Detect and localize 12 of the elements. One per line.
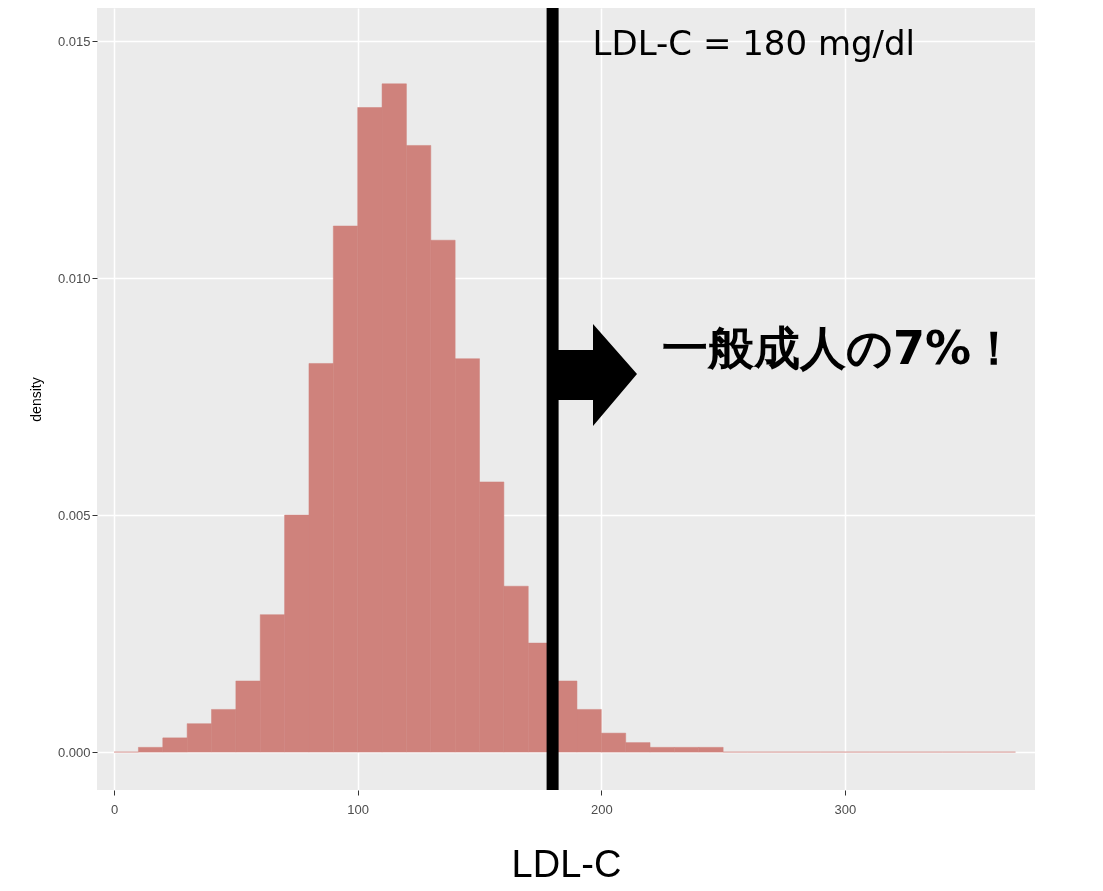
annotation: 一般成人の7%！ <box>662 320 1018 377</box>
x-tick-label: 100 <box>347 801 370 817</box>
x-tick-label: 300 <box>834 801 857 817</box>
y-axis-title: density <box>27 377 44 422</box>
x-tick-label: 200 <box>590 801 613 817</box>
x-axis-title: LDL-C <box>511 842 622 885</box>
y-tick-label: 0.000 <box>57 744 91 760</box>
x-tick-label: 0 <box>110 801 119 817</box>
y-tick-label: 0.010 <box>57 270 91 286</box>
y-tick-label: 0.015 <box>57 33 91 49</box>
y-tick-label: 0.005 <box>57 507 91 523</box>
ref-line-label: LDL-C = 180 mg/dl <box>592 23 916 63</box>
